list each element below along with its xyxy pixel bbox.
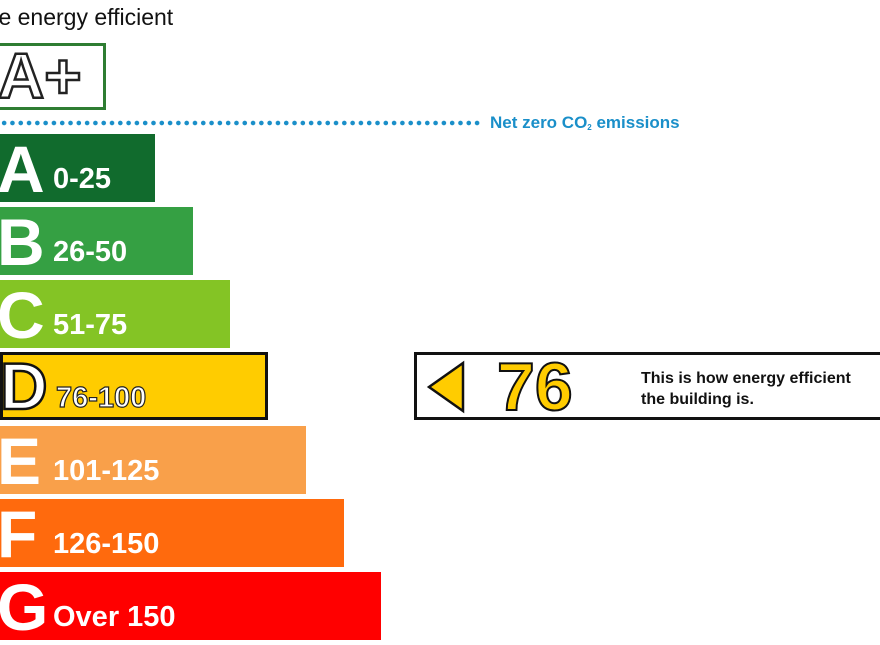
band-f: F 126-150 — [0, 497, 344, 571]
band-letter: B — [0, 205, 45, 279]
current-rating-score: 76 — [496, 349, 574, 425]
band-g: G Over 150 — [0, 570, 381, 644]
band-letter: E — [0, 424, 42, 498]
band-range: 26-50 — [53, 236, 128, 268]
band-b: B 26-50 — [0, 205, 193, 279]
band-letter: A — [0, 132, 45, 206]
band-range: Over 150 — [53, 601, 176, 633]
band-range: 101-125 — [53, 455, 160, 487]
band-a-plus: A+ — [0, 40, 106, 113]
pointer-arrow-icon — [426, 360, 465, 414]
band-range: 51-75 — [53, 309, 128, 341]
band-c: C 51-75 — [0, 278, 230, 352]
description-line-2: the building is. — [641, 391, 754, 408]
band-letter: D — [0, 349, 49, 423]
band-a: A 0-25 — [0, 132, 155, 206]
net-zero-label: Net zero CO2 emissions — [490, 113, 680, 132]
current-rating-indicator: 76 This is how energy efficient the buil… — [414, 349, 880, 425]
band-letter: C — [0, 278, 45, 352]
band-letter: F — [0, 497, 38, 571]
chart-title: ore energy efficient — [0, 4, 174, 30]
band-e: E 101-125 — [0, 424, 306, 498]
description-line-1: This is how energy efficient — [641, 370, 851, 387]
band-range: 76-100 — [55, 381, 147, 414]
band-a-plus-letter: A+ — [0, 40, 83, 113]
band-range: 126-150 — [53, 528, 160, 560]
current-rating-description: This is how energy efficient the buildin… — [641, 368, 851, 410]
net-zero-dotted-line — [0, 120, 482, 126]
band-d: D 76-100 — [0, 349, 268, 423]
band-range: 0-25 — [53, 163, 112, 195]
band-letter: G — [0, 570, 49, 644]
